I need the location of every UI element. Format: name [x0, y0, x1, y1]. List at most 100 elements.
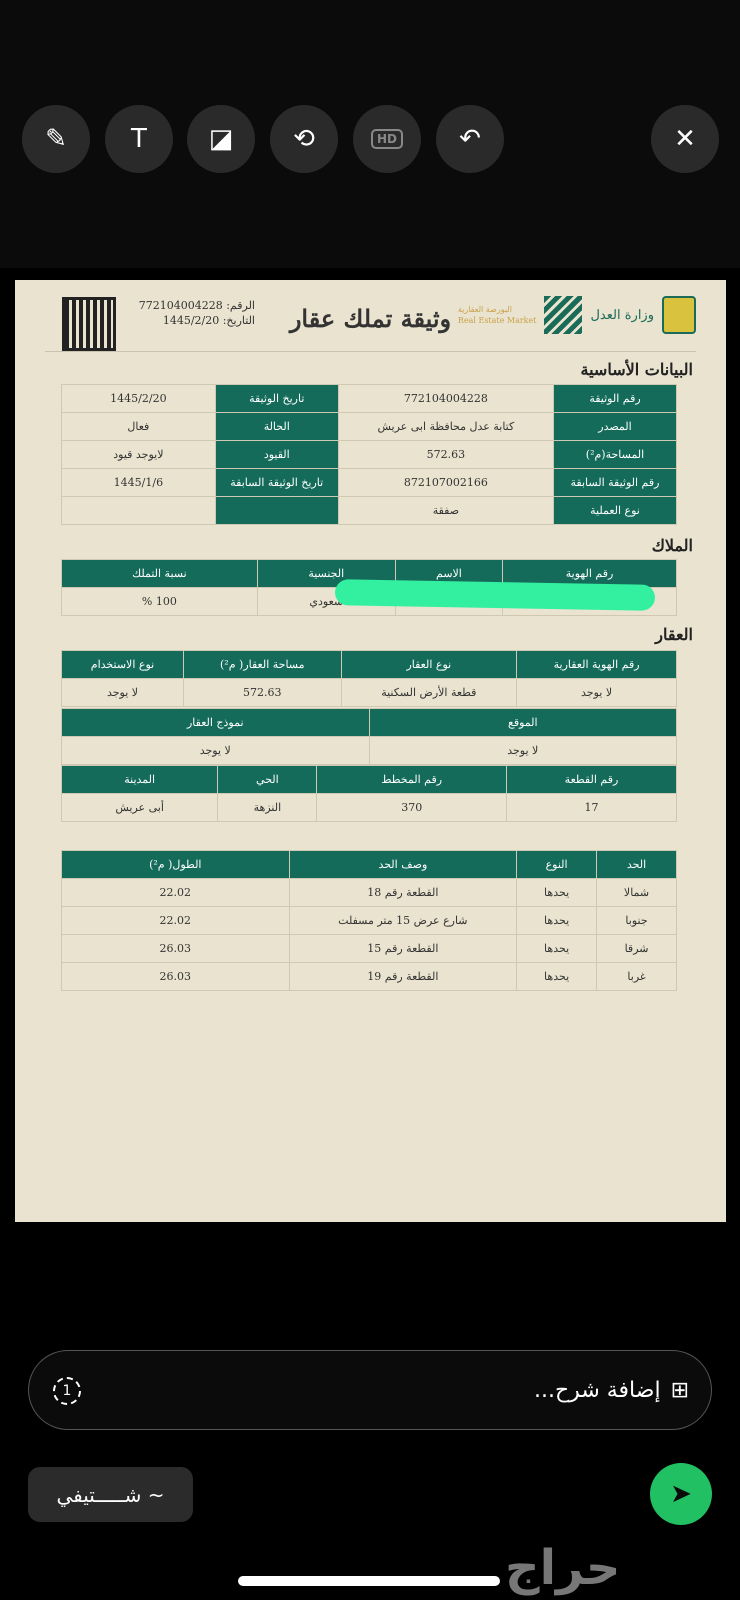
field-value: 1445/2/20: [61, 384, 216, 413]
qr-code: [62, 297, 116, 351]
justice-logo-text: وزارة العدل: [590, 307, 654, 323]
hd-icon[interactable]: HD: [353, 105, 421, 173]
logos: وزارة العدل البورصة العقارية Real Estate …: [458, 296, 696, 334]
cell: 17: [505, 793, 678, 822]
property-heading: العقار: [655, 625, 693, 644]
property-table: رقم الهوية العقارية نوع العقار مساحة العقا…: [61, 650, 677, 707]
cell: 22.02: [61, 878, 290, 907]
property-header: المدينة: [60, 765, 219, 794]
market-logo: [544, 296, 583, 334]
bounds-header: النوع: [516, 850, 598, 879]
cell: 26.03: [61, 962, 290, 991]
property-header: رقم المخطط: [316, 765, 507, 794]
cell: يحدها: [516, 934, 598, 963]
cell: لا يوجد: [368, 736, 677, 765]
property-header: نموذج العقار: [61, 708, 370, 737]
field-value: صفقة: [337, 496, 555, 525]
field-value: 572.63: [337, 440, 555, 469]
cell: القطعة رقم 18: [288, 878, 518, 907]
bounds-header: الحد: [596, 850, 677, 879]
cell: جنوبا: [596, 906, 677, 935]
document-header: الرقم: 772104004228 التاريخ: 1445/2/20 و…: [45, 290, 696, 352]
table-row: رقم الوثيقة 772104004228 تاريخ الوثيقة 1445…: [61, 384, 677, 413]
property-header: نوع العقار: [340, 650, 518, 679]
bounds-header: الطول( م²): [61, 850, 290, 879]
bounds-header: وصف الحد: [288, 850, 518, 879]
field-label: نوع العملية: [553, 496, 677, 525]
crop-rotate-icon[interactable]: ⟲: [270, 105, 338, 173]
table-row: جنوبا يحدها شارع عرض 15 متر مسفلت 22.02: [61, 906, 677, 935]
table-row: شمالا يحدها القطعة رقم 18 22.02: [61, 878, 677, 907]
cell: القطعة رقم 15: [288, 934, 518, 963]
sticker-icon[interactable]: ◪: [187, 105, 255, 173]
cell: لا يوجد: [61, 678, 184, 707]
field-value: 772104004228: [337, 384, 555, 413]
editor-toolbar: ✎ T ◪ ⟲ HD ↶ ✕: [0, 0, 740, 268]
send-icon: ➤: [670, 1479, 692, 1509]
table-row: غربا يحدها القطعة رقم 19 26.03: [61, 962, 677, 991]
cell: يحدها: [516, 906, 598, 935]
property-header: الموقع: [368, 708, 677, 737]
cell: القطعة رقم 19: [288, 962, 518, 991]
text-icon[interactable]: T: [105, 105, 173, 173]
cell: 572.63: [183, 678, 342, 707]
table-row: المصدر كتابة عدل محافظة ابى عريش الحالة فعا…: [61, 412, 677, 441]
table-row: 17 370 النزهة أبى عريش: [60, 793, 678, 822]
field-label: [214, 496, 339, 525]
location-table: الموقع نموذج العقار لا يوجد لا يوجد: [61, 708, 677, 765]
close-icon[interactable]: ✕: [651, 105, 719, 173]
pencil-icon[interactable]: ✎: [22, 105, 90, 173]
basic-table: رقم الوثيقة 772104004228 تاريخ الوثيقة 1445…: [61, 384, 677, 525]
cell: أبى عريش: [60, 793, 219, 822]
cell: 22.02: [61, 906, 290, 935]
cell: يحدها: [516, 962, 598, 991]
watermark-logo: حراج: [505, 1540, 621, 1596]
field-label: تاريخ الوثيقة: [214, 384, 339, 413]
send-button[interactable]: ➤: [650, 1463, 712, 1525]
home-indicator[interactable]: [238, 1576, 500, 1586]
recipient-chip[interactable]: ~ شـــــتيفي: [28, 1467, 193, 1522]
table-row: لا يوجد لا يوجد: [61, 736, 677, 765]
document-image: الرقم: 772104004228 التاريخ: 1445/2/20 و…: [15, 280, 726, 1222]
cell: لا يوجد: [61, 736, 370, 765]
basic-heading: البيانات الأساسية: [580, 360, 693, 379]
cell: النزهة: [217, 793, 318, 822]
field-value: 872107002166: [337, 468, 555, 497]
table-row: رقم الوثيقة السابقة 872107002166 تاريخ الو…: [61, 468, 677, 497]
property-header: نوع الاستخدام: [61, 650, 184, 679]
hd-label: HD: [370, 129, 403, 149]
cell: 370: [316, 793, 507, 822]
document-title: وثيقة تملك عقار: [289, 304, 452, 333]
cell: شرقا: [596, 934, 677, 963]
table-row: نوع العملية صفقة: [61, 496, 677, 525]
field-label: تاريخ الوثيقة السابقة: [214, 468, 339, 497]
boundaries-table: الحد النوع وصف الحد الطول( م²) شمالا يحدها ال…: [61, 850, 677, 991]
table-row: المساحة(م²) 572.63 القيود لايوجد قيود: [61, 440, 677, 469]
property-header: رقم الهوية العقارية: [516, 650, 677, 679]
undo-icon[interactable]: ↶: [436, 105, 504, 173]
redaction-mark: [334, 579, 656, 611]
owner-share: 100 %: [61, 587, 258, 616]
plot-table: رقم القطعة رقم المخطط الحي المدينة 17 370 الن…: [60, 765, 678, 822]
field-label: المساحة(م²): [553, 440, 677, 469]
caption-input[interactable]: ⊞ إضافة شرح... 1: [28, 1350, 712, 1430]
market-logo-text: البورصة العقارية Real Estate Market: [457, 305, 537, 325]
field-label: الحالة: [214, 412, 339, 441]
property-header: الحي: [217, 765, 318, 794]
owners-heading: الملاك: [651, 536, 693, 555]
document-date: التاريخ: 1445/2/20: [162, 314, 255, 327]
cell: قطعة الأرض السكنية: [340, 678, 518, 707]
field-label: رقم الوثيقة السابقة: [553, 468, 677, 497]
view-once-icon[interactable]: 1: [53, 1377, 81, 1405]
cell: لا يوجد: [516, 678, 677, 707]
field-value: فعال: [61, 412, 216, 441]
cell: شمالا: [596, 878, 677, 907]
property-header: مساحة العقار( م²): [183, 650, 342, 679]
field-value: لايوجد قيود: [61, 440, 216, 469]
property-header: رقم القطعة: [505, 765, 678, 794]
add-media-icon[interactable]: ⊞: [670, 1377, 689, 1403]
field-label: المصدر: [553, 412, 677, 441]
table-row: شرقا يحدها القطعة رقم 15 26.03: [61, 934, 677, 963]
cell: 26.03: [61, 934, 290, 963]
justice-emblem-logo: [662, 296, 696, 334]
